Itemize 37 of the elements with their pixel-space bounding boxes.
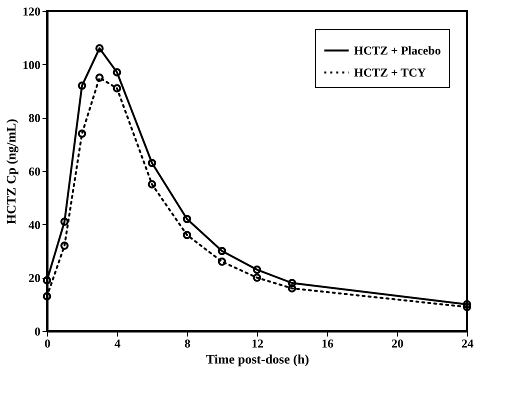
point <box>148 158 156 168</box>
y-tick-label: 0 <box>34 324 40 338</box>
point <box>148 180 156 188</box>
y-tick-label: 60 <box>28 164 40 178</box>
point <box>218 258 226 266</box>
point <box>112 68 122 76</box>
point <box>288 284 296 292</box>
x-tick-label: 16 <box>322 336 334 350</box>
point <box>78 130 86 138</box>
point <box>182 230 192 240</box>
point <box>252 274 262 282</box>
point <box>218 246 226 256</box>
legend-label: HCTZ + TCY <box>354 66 426 80</box>
point <box>112 84 122 92</box>
point <box>182 214 192 224</box>
point <box>95 74 104 82</box>
point <box>95 44 104 52</box>
x-tick-label: 0 <box>44 336 50 350</box>
x-tick-label: 24 <box>462 336 474 350</box>
x-tick-label: 8 <box>184 336 190 350</box>
x-tick-label: 12 <box>252 336 264 350</box>
y-axis-title: HCTZ Cp (ng/mL) <box>4 118 18 224</box>
y-tick-label: 40 <box>28 218 40 232</box>
point <box>42 292 52 300</box>
x-axis-title: Time post-dose (h) <box>206 352 310 366</box>
point <box>60 242 69 250</box>
point <box>288 278 296 288</box>
point <box>252 266 262 274</box>
legend-label: HCTZ + Placebo <box>354 44 441 58</box>
y-tick-label: 80 <box>28 111 40 126</box>
y-tick-label: 120 <box>22 4 40 18</box>
x-tick-label: 20 <box>392 336 404 350</box>
point <box>60 218 69 226</box>
x-tick-label: 4 <box>114 336 120 350</box>
point <box>78 82 86 90</box>
y-tick-label: 20 <box>28 271 40 286</box>
y-tick-label: 100 <box>22 58 40 72</box>
